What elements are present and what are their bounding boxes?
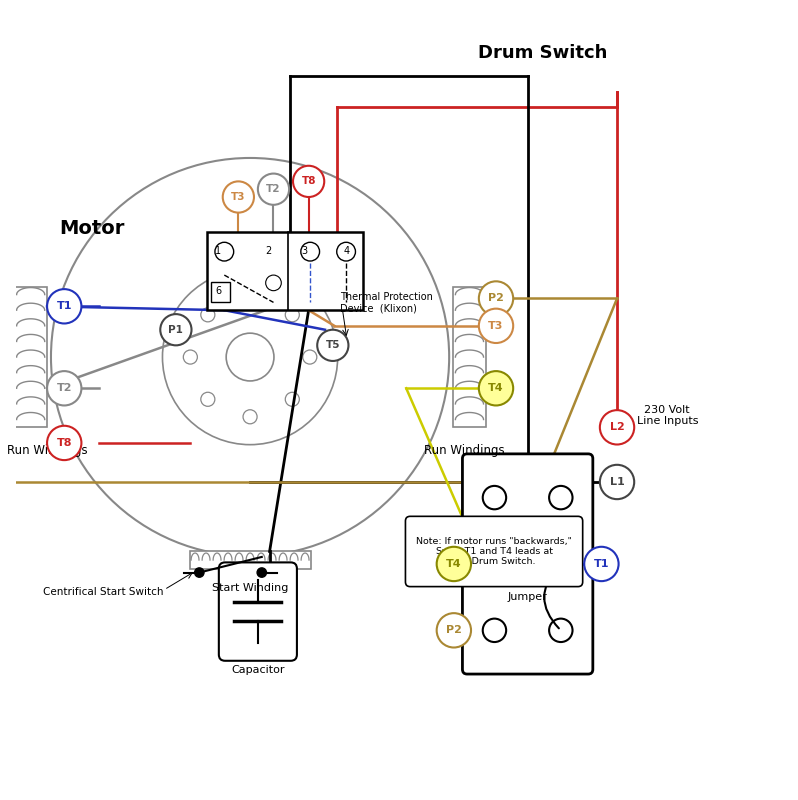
- Text: Capacitor: Capacitor: [231, 665, 285, 675]
- Text: T3: T3: [488, 321, 504, 331]
- Text: Thermal Protection
Device  (Klixon): Thermal Protection Device (Klixon): [340, 292, 433, 314]
- Circle shape: [301, 242, 319, 261]
- Text: Note: If motor runs "backwards,"
Swap T1 and T4 leads at
the Drum Switch.: Note: If motor runs "backwards," Swap T1…: [416, 537, 572, 566]
- Circle shape: [479, 371, 513, 406]
- Text: T1: T1: [57, 302, 72, 311]
- FancyBboxPatch shape: [453, 286, 486, 427]
- Text: L2: L2: [610, 422, 624, 432]
- FancyBboxPatch shape: [190, 551, 310, 569]
- Circle shape: [266, 275, 282, 290]
- FancyBboxPatch shape: [211, 282, 230, 302]
- Text: T1: T1: [594, 559, 609, 569]
- Circle shape: [258, 174, 289, 205]
- Text: Run Windings: Run Windings: [6, 444, 87, 458]
- Circle shape: [483, 486, 506, 510]
- Circle shape: [47, 289, 81, 323]
- Text: P2: P2: [446, 626, 462, 635]
- Text: T4: T4: [446, 559, 462, 569]
- Circle shape: [483, 552, 506, 576]
- Text: T2: T2: [57, 383, 72, 394]
- Text: 1: 1: [215, 246, 221, 256]
- Circle shape: [257, 568, 267, 578]
- FancyBboxPatch shape: [14, 286, 47, 427]
- Circle shape: [549, 618, 572, 642]
- Circle shape: [318, 330, 349, 361]
- Circle shape: [600, 410, 634, 445]
- Text: Start Winding: Start Winding: [212, 583, 288, 593]
- Circle shape: [160, 314, 192, 346]
- Circle shape: [437, 613, 471, 647]
- Text: T8: T8: [302, 176, 316, 186]
- Text: Drum Switch: Drum Switch: [478, 43, 607, 62]
- Circle shape: [549, 486, 572, 510]
- Text: 3: 3: [301, 246, 307, 256]
- Text: Run Windings: Run Windings: [425, 444, 505, 458]
- Text: T3: T3: [231, 192, 246, 202]
- Circle shape: [223, 182, 254, 213]
- Text: P1: P1: [168, 325, 184, 334]
- Text: T4: T4: [488, 383, 504, 394]
- Circle shape: [437, 546, 471, 581]
- Circle shape: [215, 242, 234, 261]
- Circle shape: [479, 282, 513, 316]
- Text: Centrifical Start Switch: Centrifical Start Switch: [43, 587, 164, 597]
- Circle shape: [47, 371, 81, 406]
- Circle shape: [293, 166, 324, 197]
- Circle shape: [195, 568, 204, 578]
- Text: P2: P2: [488, 294, 504, 303]
- Circle shape: [600, 465, 634, 499]
- Text: Motor: Motor: [59, 218, 124, 238]
- FancyBboxPatch shape: [219, 562, 297, 661]
- Circle shape: [479, 309, 513, 343]
- Text: 230 Volt
Line Inputs: 230 Volt Line Inputs: [637, 405, 698, 426]
- Text: T5: T5: [326, 340, 340, 350]
- Circle shape: [337, 242, 355, 261]
- Text: Jumper: Jumper: [508, 592, 547, 602]
- Circle shape: [549, 552, 572, 576]
- FancyBboxPatch shape: [462, 454, 593, 674]
- Text: T8: T8: [57, 438, 72, 448]
- Circle shape: [483, 618, 506, 642]
- Circle shape: [584, 546, 618, 581]
- Text: 6: 6: [215, 286, 221, 296]
- Text: 4: 4: [344, 246, 350, 256]
- FancyArrowPatch shape: [544, 566, 559, 628]
- FancyBboxPatch shape: [405, 516, 583, 586]
- Circle shape: [47, 426, 81, 460]
- Text: 2: 2: [266, 246, 272, 256]
- FancyBboxPatch shape: [207, 232, 363, 310]
- Text: L1: L1: [610, 477, 624, 487]
- Text: T2: T2: [267, 184, 281, 194]
